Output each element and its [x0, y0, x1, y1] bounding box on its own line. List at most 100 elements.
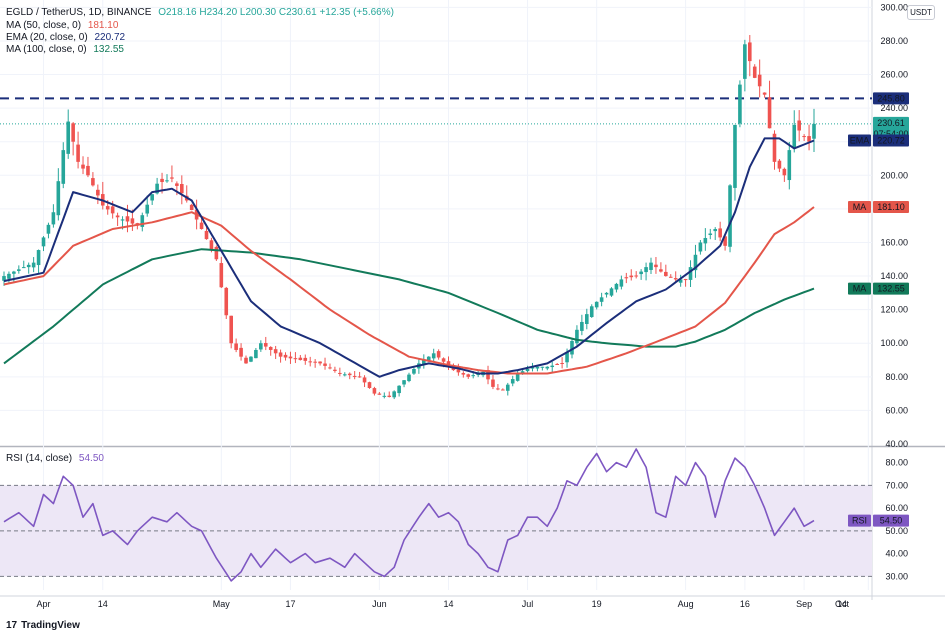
candle-body: [426, 356, 431, 361]
candle-body: [323, 363, 327, 366]
candle-body: [367, 382, 372, 389]
candle-body: [550, 365, 555, 368]
symbol-legend: EGLD / TetherUS, 1D, BINANCE O218.16 H23…: [6, 7, 394, 18]
price-tick-label: 240.00: [880, 103, 908, 113]
candle-body: [96, 189, 100, 196]
ohlc-values: O218.16 H234.20 L200.30 C230.61 +12.35 (…: [158, 7, 394, 18]
ma50-legend[interactable]: MA (50, close, 0) 181.10: [6, 20, 118, 31]
candle-body: [110, 206, 115, 214]
candle-body: [86, 165, 90, 176]
candle-body: [21, 267, 26, 269]
candle-body: [461, 373, 466, 375]
candle-body: [199, 222, 204, 230]
tradingview-logo: 17 TradingView: [6, 620, 80, 631]
rsi-tick-label: 30.00: [885, 571, 908, 581]
ma100-legend[interactable]: MA (100, close, 0) 132.55: [6, 44, 124, 55]
candle-body: [189, 204, 194, 211]
candle-body: [165, 180, 169, 182]
ma50-legend-value: 181.10: [87, 20, 119, 31]
candle-body: [797, 120, 801, 131]
candle-body: [505, 384, 510, 391]
price-badge: [873, 201, 909, 214]
candle-body: [698, 242, 703, 252]
candle-body: [747, 42, 752, 62]
candle-body: [293, 358, 298, 360]
rsi-pane[interactable]: [0, 448, 872, 582]
candle-body: [545, 366, 550, 369]
candle-body: [659, 269, 663, 272]
candle-body: [693, 254, 698, 271]
candle-body: [787, 150, 792, 181]
candle-body: [303, 357, 308, 361]
symbol-title: EGLD / TetherUS, 1D, BINANCE: [6, 7, 152, 18]
candle-body: [683, 279, 688, 281]
candle-body: [51, 212, 56, 225]
candle-body: [219, 263, 224, 288]
candle-body: [678, 279, 683, 283]
candle-body: [580, 321, 584, 331]
price-axis[interactable]: 60.0080.00100.00120.00140.00160.00180.00…: [848, 2, 909, 449]
candle-body: [26, 264, 31, 268]
price-tick-label: 40.00: [885, 439, 908, 449]
time-tick-label: 14: [98, 599, 108, 609]
candle-body: [41, 237, 46, 247]
rsi-legend[interactable]: RSI (14, close) 54.50: [6, 453, 104, 464]
candle-body: [629, 275, 634, 278]
candle-body: [328, 367, 332, 369]
ma50-legend-label: MA (50, close, 0): [6, 20, 82, 31]
candle-body: [589, 306, 594, 318]
candle-body: [313, 361, 317, 363]
time-tick-label: 17: [285, 599, 295, 609]
candle-body: [501, 389, 505, 391]
candle-body: [66, 121, 71, 154]
candle-body: [619, 279, 624, 287]
badge-tag-label: MA: [853, 202, 867, 212]
candle-body: [560, 363, 564, 365]
candle-body: [575, 329, 579, 344]
candle-body: [624, 277, 629, 279]
price-badge: [873, 134, 909, 147]
rsi-axis[interactable]: 30.00 40.00 50.00 60.00 70.00 80.00 RSI 54.50: [848, 458, 909, 582]
candle-body: [7, 273, 11, 279]
ma100-line: [3, 248, 815, 365]
candle-body: [209, 240, 214, 250]
candle-body: [12, 271, 16, 274]
candle-body: [254, 349, 258, 359]
ema20-legend-label: EMA (20, close, 0): [6, 32, 88, 43]
price-tick-label: 60.00: [885, 405, 908, 415]
candle-body: [792, 124, 797, 149]
candle-body: [802, 136, 806, 138]
candle-body: [362, 377, 367, 383]
candle-body: [91, 178, 95, 186]
candle-body: [486, 370, 490, 380]
candle-body: [703, 237, 708, 244]
candle-body: [115, 215, 120, 218]
candle-body: [599, 297, 604, 302]
candle-body: [387, 395, 392, 397]
currency-button[interactable]: USDT: [907, 5, 935, 20]
ema20-legend[interactable]: EMA (20, close, 0) 220.72: [6, 32, 125, 43]
price-tick-label: 80.00: [885, 372, 908, 382]
ema20-legend-value: 220.72: [94, 32, 126, 43]
candle-body: [520, 371, 525, 374]
candle-body: [61, 150, 66, 184]
candle-body: [604, 292, 609, 295]
badge-tag: [848, 134, 871, 147]
candle-body: [772, 133, 777, 162]
candle-body: [239, 347, 243, 357]
candle-body: [594, 301, 599, 308]
candle-body: [105, 206, 110, 210]
price-badge-value: 230.61: [877, 118, 905, 128]
candle-body: [812, 123, 816, 139]
time-tick-label: Aug: [678, 599, 694, 609]
badge-tag-label: MA: [853, 284, 867, 294]
candle-body: [412, 368, 416, 374]
price-pane[interactable]: [0, 35, 872, 400]
candle-body: [649, 262, 653, 270]
candle-body: [125, 216, 130, 222]
badge-tag: [848, 201, 871, 214]
candle-body: [46, 224, 51, 234]
time-tick-label: Oct: [835, 599, 850, 609]
